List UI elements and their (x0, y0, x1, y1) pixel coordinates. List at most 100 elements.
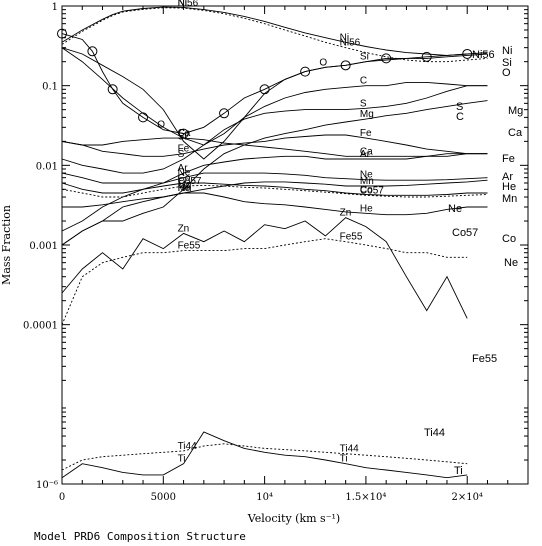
curve-label-ar: Ar (360, 149, 371, 160)
legend-item-mn: Mn (502, 193, 517, 205)
legend-item-ne: Ne (448, 203, 462, 215)
curve-label-ni: Ni (178, 0, 187, 8)
series-line-co57 (61, 184, 488, 198)
series-line-fe55 (61, 238, 468, 325)
axis-ticks: 0 5000 10⁴ 1.5×10⁴ 2×10⁴ 1 0.1 0.01 0.001 0.0001 1… (23, 2, 528, 503)
legend-item-fe: Fe (502, 153, 515, 165)
curve-label-he: He (178, 183, 191, 194)
legend-item-s: S (456, 101, 463, 113)
curve-label-ca: Ca (178, 128, 191, 139)
series-marker-o (178, 128, 189, 139)
legend-item-ca: Ca (508, 127, 523, 139)
series-line-mn (62, 179, 488, 208)
series-line-o (61, 33, 468, 135)
curve-label-ti: Ti (340, 454, 348, 465)
plot-frame (61, 5, 529, 485)
curve-label-ti44: Ti44 (340, 444, 360, 455)
curve-label-mn: Mn (360, 176, 374, 187)
series-line-he (61, 192, 488, 246)
legend-item-ni56: Ni56 (472, 49, 495, 61)
series-line-fe (61, 134, 488, 157)
legend-item-si: Si (502, 57, 512, 69)
series-line-ne (61, 172, 488, 184)
legend-item-c: C (456, 111, 464, 123)
series-lines (61, 6, 488, 479)
y-tick-label: 0.0001 (23, 321, 58, 332)
curve-label-co57: Co57 (360, 185, 384, 196)
legend-item-mg: Mg (508, 105, 523, 117)
series-marker-o (381, 53, 392, 64)
curve-label-co: Co (178, 173, 191, 184)
curve-label-si: Si (178, 131, 187, 142)
curve-label-fe55: Fe55 (178, 241, 201, 252)
curve-label-s: S (178, 149, 185, 160)
series-marker-o (259, 84, 270, 95)
curve-labels: NiNiNi56Ni56OOSiSiCCSSMgMgCaCaFeFeArArHe… (157, 0, 384, 465)
curve-label-zn: Zn (178, 223, 190, 234)
x-tick-label: 10⁴ (256, 492, 273, 503)
curve-label-ne: Ne (178, 168, 191, 179)
series-line-co (61, 182, 488, 196)
x-tick-label: 2×10⁴ (451, 492, 482, 503)
legend-item-co57: Co57 (452, 227, 478, 239)
series-line-mg (61, 100, 488, 246)
curve-label-ni56: Ni56 (340, 38, 361, 49)
legend-item-co: Co (502, 233, 516, 245)
legend-item-ar: Ar (502, 171, 513, 183)
curve-label-o: O (319, 57, 327, 68)
legend-item-he: He (502, 181, 516, 193)
series-markers (57, 28, 473, 139)
curve-label-he: He (360, 203, 373, 214)
curve-label-mg: Mg (178, 179, 192, 190)
series-line-ni (61, 6, 488, 56)
series-line-si (61, 47, 488, 160)
curve-label-fe55: Fe55 (340, 232, 363, 243)
curve-label-ti: Ti (178, 454, 186, 465)
curve-label-ni56: Ni56 (178, 0, 199, 9)
curve-label-fe: Fe (178, 144, 190, 155)
y-axis-title: Mass Fraction (0, 205, 13, 285)
series-marker-o (462, 48, 473, 59)
series-line-ni56 (61, 7, 488, 63)
series-marker-o (219, 108, 230, 119)
x-axis-title: Velocity (km s⁻¹) (247, 512, 340, 525)
y-tick-label: 0.1 (42, 82, 58, 93)
curve-label-mg: Mg (360, 109, 374, 120)
series-line-ti (61, 431, 468, 479)
series-marker-o (138, 112, 149, 123)
legend-item-ne: Ne (504, 257, 518, 269)
curve-label-zn: Zn (340, 208, 352, 219)
curve-label-s: S (360, 98, 367, 109)
curve-label-mn: Mn (178, 183, 192, 194)
curve-label-ne: Ne (360, 170, 373, 181)
series-marker-o (300, 66, 311, 77)
curve-label-ca: Ca (360, 146, 373, 157)
x-tick-label: 5000 (151, 492, 176, 503)
series-marker-o (87, 46, 98, 57)
legend-item-ni: Ni (502, 45, 512, 57)
chart-caption: Model PRD6 Composition Structure (34, 530, 246, 543)
series-marker-o (107, 84, 118, 95)
series-line-c (61, 47, 488, 146)
curve-label-fe: Fe (360, 128, 372, 139)
x-tick-label: 0 (59, 492, 65, 503)
curve-label-co57: Co57 (178, 176, 202, 187)
curve-label-co: Co (360, 185, 373, 196)
curve-label-si: Si (360, 52, 369, 63)
legend-item-ti: Ti (454, 465, 463, 477)
series-marker-o (340, 60, 351, 71)
series-line-ca (61, 137, 488, 157)
curve-label-o: O (157, 120, 165, 131)
curve-label-ni: Ni (340, 32, 349, 43)
series-line-ti44 (61, 443, 468, 471)
curve-label-ti44: Ti44 (178, 441, 198, 452)
legend-item-ti44: Ti44 (424, 427, 445, 439)
y-tick-label: 0.001 (29, 241, 58, 252)
series-line-ar (61, 153, 488, 232)
curve-label-c: C (360, 76, 367, 87)
y-tick-label: 10⁻⁶ (36, 480, 58, 491)
x-tick-label: 1.5×10⁴ (345, 492, 386, 503)
